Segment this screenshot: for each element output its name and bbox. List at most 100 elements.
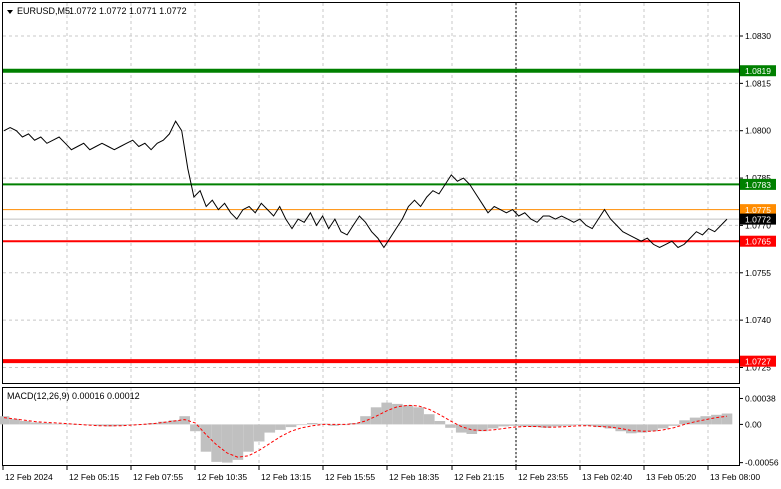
macd-bar (477, 424, 488, 432)
x-tick-label: 12 Feb 05:15 (69, 472, 119, 482)
level-badge (740, 204, 776, 216)
macd-bar (711, 414, 722, 425)
time-axis[interactable]: 12 Feb 2024 12 Feb 05:15 12 Feb 07:55 12 Fe… (2, 466, 760, 482)
level-badge-label: 1.0727 (745, 357, 771, 367)
macd-bar (211, 424, 222, 462)
macd-bar (626, 424, 637, 434)
macd-bar (222, 424, 233, 463)
macd-y-tick-label: 0.00 (745, 419, 762, 429)
macd-bar (158, 421, 169, 425)
macd-bar (30, 422, 42, 425)
macd-bar (136, 424, 148, 425)
x-tick-label: 12 Feb 21:15 (454, 472, 504, 482)
macd-bar (466, 424, 478, 434)
macd-bar (657, 424, 669, 429)
symbol-title: EURUSD,M5 (17, 6, 70, 16)
macd-bar (594, 424, 605, 428)
macd-bar (519, 424, 531, 427)
dropdown-triangle-icon[interactable] (7, 10, 13, 14)
macd-y-tick-label: -0.00056 (745, 458, 779, 468)
macd-bar (636, 424, 648, 433)
macd-bar (647, 424, 658, 432)
macd-bar (445, 424, 456, 428)
macd-bar (668, 424, 680, 426)
y-tick-label: 1.0770 (745, 220, 771, 230)
price-line-group (3, 120, 728, 249)
macd-bar (115, 424, 127, 426)
macd-bar (147, 423, 159, 425)
macd-bar (572, 424, 584, 426)
macd-bar (62, 423, 74, 425)
level-badge-label: 1.0775 (745, 205, 771, 215)
macd-bar (200, 424, 212, 452)
macd-indicator (0, 402, 733, 463)
macd-bar (190, 424, 201, 432)
macd-bar (392, 403, 403, 425)
macd-axis: 0.00038 0.00 -0.00056 (739, 393, 779, 468)
macd-bar (689, 417, 701, 425)
level-badge-label: 1.0772 (745, 215, 771, 225)
macd-bar (232, 424, 244, 460)
x-tick-label: 12 Feb 13:15 (261, 472, 311, 482)
macd-bar (126, 424, 137, 426)
macd-bar (530, 424, 541, 428)
x-tick-label: 12 Feb 07:55 (133, 472, 183, 482)
macd-y-tick-label: 0.00038 (745, 393, 776, 403)
macd-bar (487, 424, 499, 429)
macd-bar (434, 421, 446, 425)
ohlc-values: 1.0772 1.0772 1.0771 1.0772 (69, 6, 187, 16)
macd-bar (721, 413, 733, 425)
macd-bar (94, 424, 105, 426)
macd-title: MACD(12,26,9) 0.00016 0.00012 (7, 391, 140, 401)
macd-bar (275, 424, 286, 430)
level-badge-label: 1.0819 (745, 66, 771, 76)
price-line (3, 120, 728, 249)
level-badge (740, 65, 776, 77)
macd-bar (296, 424, 307, 426)
y-tick-label: 1.0725 (745, 363, 771, 373)
macd-bar (168, 420, 180, 425)
x-tick-label: 13 Feb 08:00 (710, 472, 760, 482)
x-tick-label: 12 Feb 23:55 (518, 472, 568, 482)
level-badge (740, 235, 776, 247)
y-tick-label: 1.0815 (745, 78, 771, 88)
macd-bar (307, 423, 318, 425)
macd-bar (402, 405, 414, 425)
macd-bar (498, 424, 509, 427)
level-badge (740, 178, 776, 190)
x-tick-label: 12 Feb 10:35 (197, 472, 247, 482)
macd-bar (562, 424, 573, 426)
y-tick-label: 1.0830 (745, 31, 771, 41)
macd-bar (381, 402, 392, 425)
vertical-grid (66, 3, 709, 465)
macd-bar (19, 421, 31, 425)
macd-bar (41, 423, 52, 425)
level-badge-label: 1.0783 (745, 180, 771, 190)
macd-bar (700, 416, 711, 425)
grid-lines (3, 35, 739, 368)
macd-bar (509, 424, 520, 426)
macd-bar (285, 424, 297, 428)
macd-bar (679, 420, 690, 425)
x-tick-label: 12 Feb 2024 (5, 472, 53, 482)
x-tick-label: 12 Feb 15:55 (325, 472, 375, 482)
y-tick-label: 1.0755 (745, 268, 771, 278)
price-axis[interactable]: 1.0830 1.0815 1.0800 1.0785 1.0770 1.0755 1.07… (739, 31, 771, 373)
macd-bar (264, 424, 276, 433)
macd-bar (253, 424, 265, 442)
macd-bar (73, 424, 84, 425)
y-tick-label: 1.0740 (745, 315, 771, 325)
level-badge-label: 1.0765 (745, 237, 771, 247)
main-chart-frame[interactable] (2, 2, 740, 384)
y-tick-label: 1.0800 (745, 126, 771, 136)
horizontal-levels (3, 68, 739, 364)
macd-bar (360, 416, 371, 425)
macd-bar (51, 423, 63, 425)
x-tick-label: 12 Feb 18:35 (389, 472, 439, 482)
macd-bar (179, 416, 190, 425)
macd-bar (583, 424, 595, 426)
level-badge (740, 213, 776, 225)
macd-bar (615, 424, 626, 432)
